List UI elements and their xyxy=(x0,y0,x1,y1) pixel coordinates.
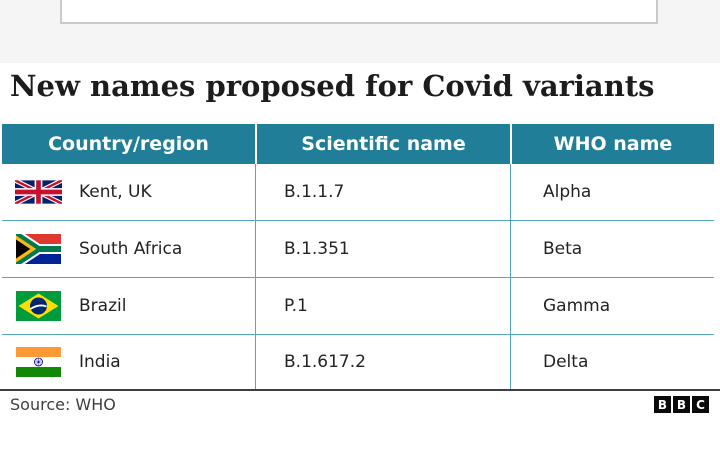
page-background-strip xyxy=(0,0,720,63)
who-name-cell: Alpha xyxy=(510,164,714,220)
scientific-name-cell: B.1.617.2 xyxy=(255,335,510,389)
source-attribution: Source: WHO xyxy=(10,395,116,414)
bbc-logo-letter: C xyxy=(692,396,709,413)
uk-flag-icon xyxy=(15,177,62,207)
page-title: New names proposed for Covid variants xyxy=(10,69,655,103)
scientific-name-cell: P.1 xyxy=(255,278,510,334)
bbc-logo-letter: B xyxy=(673,396,690,413)
country-cell: Kent, UK xyxy=(2,164,255,220)
table-row: South Africa B.1.351 Beta xyxy=(2,221,714,278)
column-header-scientific: Scientific name xyxy=(255,124,510,164)
country-label: South Africa xyxy=(79,239,183,259)
who-name-cell: Beta xyxy=(510,221,714,277)
table-row: India B.1.617.2 Delta xyxy=(2,335,714,389)
country-cell: India xyxy=(2,335,255,389)
scientific-name-cell: B.1.1.7 xyxy=(255,164,510,220)
country-cell: Brazil xyxy=(2,278,255,334)
country-label: India xyxy=(79,352,121,372)
scientific-name-cell: B.1.351 xyxy=(255,221,510,277)
variants-table: Country/region Scientific name WHO name xyxy=(2,124,714,389)
south-africa-flag-icon xyxy=(15,234,62,264)
column-header-who: WHO name xyxy=(510,124,714,164)
country-label: Kent, UK xyxy=(79,182,152,202)
table-row: Kent, UK B.1.1.7 Alpha xyxy=(2,164,714,221)
who-name-cell: Gamma xyxy=(510,278,714,334)
who-name-cell: Delta xyxy=(510,335,714,389)
bbc-logo-letter: B xyxy=(654,396,671,413)
partial-content-box xyxy=(60,0,658,24)
table-row: Brazil P.1 Gamma xyxy=(2,278,714,335)
india-flag-icon xyxy=(15,347,62,377)
brazil-flag-icon xyxy=(15,291,62,321)
infographic-card: New names proposed for Covid variants Co… xyxy=(0,63,720,467)
table-header-row: Country/region Scientific name WHO name xyxy=(2,124,714,164)
table-bottom-rule xyxy=(0,389,720,391)
country-cell: South Africa xyxy=(2,221,255,277)
column-header-country: Country/region xyxy=(48,133,209,155)
country-label: Brazil xyxy=(79,296,127,316)
bbc-logo: B B C xyxy=(654,396,709,413)
